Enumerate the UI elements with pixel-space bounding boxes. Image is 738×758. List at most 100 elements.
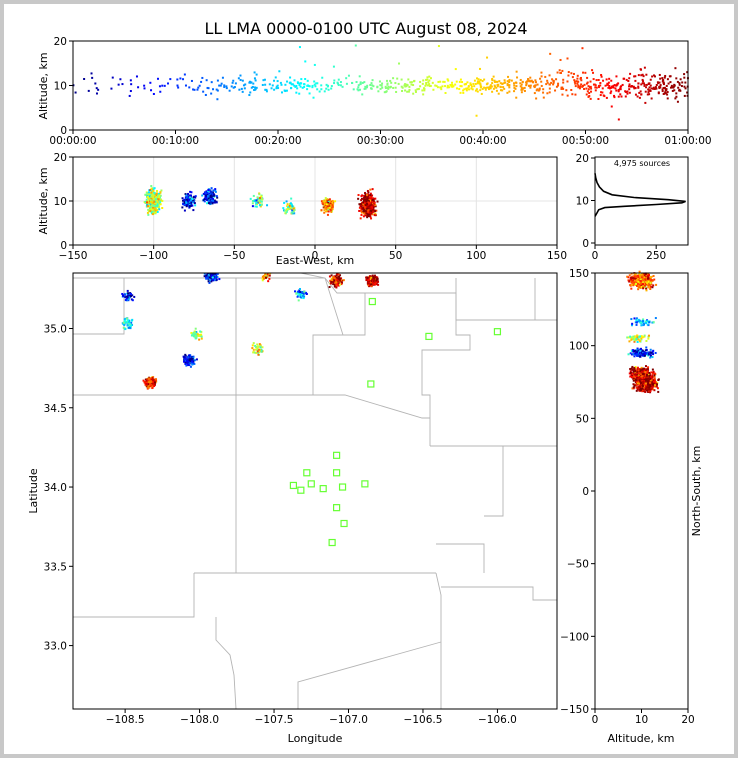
altitude-time-point	[624, 95, 627, 98]
altitude-time-point	[515, 81, 518, 84]
altitude-time-x-tick-label: 00:50:00	[562, 135, 609, 147]
plan-view-point	[197, 334, 200, 337]
plan-view-point	[256, 348, 259, 351]
altitude-east-west-point	[325, 207, 328, 210]
altitude-east-west-points	[143, 185, 379, 220]
altitude-east-west-point	[374, 205, 377, 208]
altitude-east-west-point	[329, 200, 332, 203]
altitude-east-west-point	[325, 204, 328, 207]
north-south-altitude-point	[639, 347, 642, 350]
altitude-time-point	[666, 93, 669, 96]
altitude-east-west-point	[152, 189, 155, 192]
altitude-east-west-point	[152, 196, 155, 199]
plan-view-y-tick-label: 33.0	[44, 641, 67, 653]
plan-view-point	[194, 334, 197, 337]
plan-view-y-tick-label: 35.0	[44, 323, 67, 335]
plan-view-point	[193, 332, 196, 335]
north-south-altitude-point	[652, 384, 655, 387]
altitude-east-west-point	[146, 211, 149, 214]
north-south-altitude-point	[637, 387, 640, 390]
north-south-altitude-point	[651, 350, 654, 353]
altitude-east-west-point	[366, 189, 369, 192]
altitude-time-x-tick-label: 00:40:00	[459, 135, 506, 147]
altitude-time-point	[320, 84, 323, 87]
altitude-time-point	[330, 87, 333, 90]
altitude-east-west-point	[326, 213, 329, 216]
altitude-time-point	[242, 84, 245, 87]
plan-view-point	[218, 278, 221, 281]
plan-view-point	[252, 351, 255, 354]
county-line	[441, 586, 557, 601]
north-south-altitude-point	[633, 373, 636, 376]
north-south-altitude-point	[637, 382, 640, 385]
lma-station-marker	[297, 486, 305, 494]
altitude-time-point	[439, 80, 442, 83]
altitude-east-west-point	[366, 198, 369, 201]
altitude-time-point	[158, 85, 161, 88]
altitude-time-point	[610, 105, 613, 108]
north-south-altitude-point	[641, 377, 644, 380]
plan-view-point	[122, 321, 125, 324]
north-south-altitude-point	[647, 383, 650, 386]
altitude-time-point	[658, 87, 661, 90]
altitude-time-point	[163, 84, 166, 87]
altitude-time-point	[212, 88, 215, 91]
altitude-time-point	[444, 92, 447, 95]
altitude-time-point	[483, 86, 486, 89]
altitude-time-point	[570, 89, 573, 92]
plan-view-point	[146, 387, 149, 390]
altitude-east-west-point	[192, 201, 195, 204]
altitude-time-point	[604, 84, 607, 87]
plan-view-point	[208, 279, 211, 282]
altitude-time-point	[336, 81, 339, 84]
north-south-altitude-point	[652, 385, 655, 388]
altitude-time-point	[183, 73, 186, 76]
altitude-time-point	[617, 88, 620, 91]
altitude-time-point	[495, 86, 498, 89]
altitude-east-west-point	[159, 198, 162, 201]
plan-view-point	[370, 276, 373, 279]
altitude-time-point	[542, 91, 545, 94]
north-south-altitude-point	[644, 390, 647, 393]
north-south-altitude-point	[631, 373, 634, 376]
north-south-altitude-point	[639, 279, 642, 282]
plan-view-point	[123, 319, 126, 322]
north-south-altitude-point	[634, 381, 637, 384]
altitude-time-point	[424, 84, 427, 87]
altitude-time-point	[667, 82, 670, 85]
plan-view-point	[151, 381, 154, 384]
altitude-east-west-point	[370, 204, 373, 207]
altitude-time-point	[394, 86, 397, 89]
plan-view-point	[216, 273, 219, 275]
altitude-time-point	[659, 84, 662, 87]
altitude-time-point	[675, 77, 678, 80]
north-south-altitude-point	[651, 286, 654, 289]
plan-view-point	[126, 324, 129, 327]
plan-view-point	[265, 276, 268, 279]
altitude-time-point	[529, 76, 532, 79]
north-south-altitude-point	[634, 366, 637, 369]
altitude-time-point	[394, 82, 397, 85]
altitude-time-point	[501, 82, 504, 85]
plan-view-x-tick-label: −106.5	[404, 714, 443, 726]
lma-station-marker	[425, 332, 433, 341]
altitude-time-point	[429, 77, 432, 80]
north-south-altitude-point	[635, 317, 638, 320]
altitude-east-west-point	[362, 203, 365, 206]
altitude-east-west-point	[373, 214, 376, 217]
altitude-time-point	[447, 79, 450, 82]
altitude-time-point	[672, 86, 675, 89]
altitude-time-point	[493, 84, 496, 87]
altitude-time-point	[467, 85, 470, 88]
altitude-east-west-point	[152, 191, 155, 194]
plan-view-point	[198, 334, 201, 337]
north-south-altitude-point	[648, 321, 651, 324]
altitude-time-point	[594, 89, 597, 92]
north-south-altitude-point	[627, 279, 630, 282]
altitude-east-west-point	[189, 190, 192, 193]
altitude-time-point	[683, 73, 686, 76]
altitude-time-point	[643, 84, 646, 87]
altitude-time-point	[535, 89, 538, 92]
north-south-altitude-point	[636, 382, 639, 385]
north-south-altitude-point	[644, 369, 647, 372]
